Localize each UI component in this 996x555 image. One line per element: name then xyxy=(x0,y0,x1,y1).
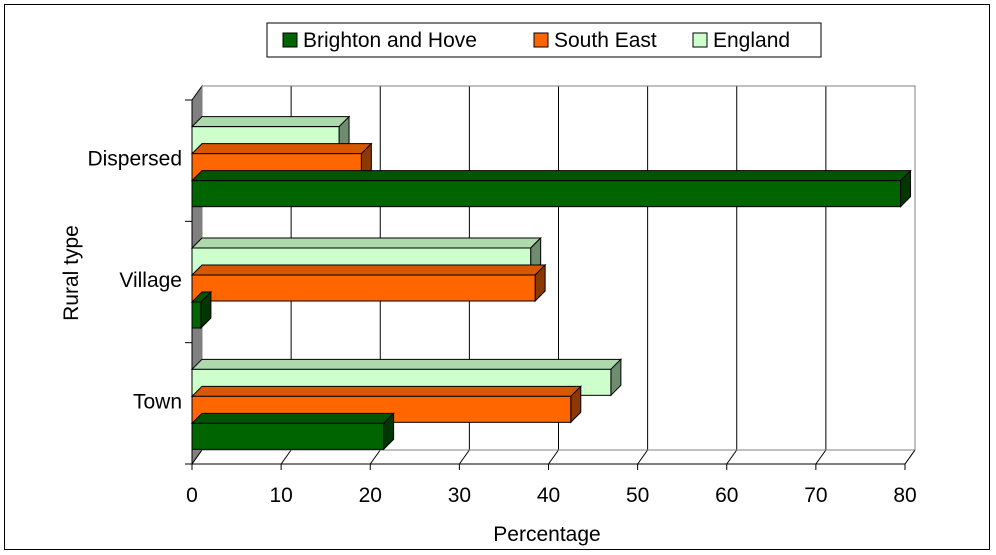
x-axis-title: Percentage xyxy=(493,523,600,546)
bar-brighton-and-hove xyxy=(191,301,202,329)
x-tick-label: 70 xyxy=(804,484,827,507)
legend-label-brighton: Brighton and Hove xyxy=(303,29,477,52)
floor-gridline xyxy=(548,449,559,465)
bar-brighton-and-hove xyxy=(191,422,385,450)
bar-south-east xyxy=(191,274,536,302)
floor-gridline xyxy=(637,449,649,465)
x-tick-label: 20 xyxy=(359,484,382,507)
x-tick-label: 50 xyxy=(626,484,649,507)
y-axis-title: Rural type xyxy=(60,225,83,321)
bars xyxy=(190,115,912,451)
bar-top-brighton-and-hove xyxy=(190,412,395,424)
x-tick-label: 10 xyxy=(269,484,292,507)
bar-brighton-and-hove xyxy=(191,180,902,208)
floor-gridline xyxy=(458,449,470,465)
bar-top-england xyxy=(190,237,542,249)
legend-swatch-england xyxy=(692,32,708,48)
bar-top-england xyxy=(190,358,623,370)
floor-gridline xyxy=(815,449,827,465)
floor-gridline xyxy=(726,449,738,465)
x-tick-label: 0 xyxy=(186,484,198,507)
bar-top-england xyxy=(190,116,351,128)
category-label: Dispersed xyxy=(87,148,182,171)
legend-swatch-brighton xyxy=(282,32,298,48)
category-label: Town xyxy=(133,390,182,413)
bar-top-brighton-and-hove xyxy=(190,170,912,182)
floor-gridline xyxy=(191,449,203,465)
bar-top-south-east xyxy=(190,143,373,155)
x-tick-label: 80 xyxy=(893,484,916,507)
floor-gridline xyxy=(280,449,292,465)
bar-top-south-east xyxy=(190,385,582,397)
legend-swatch-south-east xyxy=(533,32,549,48)
legend: Brighton and Hove South East England xyxy=(266,22,822,58)
legend-label-south-east: South East xyxy=(554,29,657,52)
category-label: Village xyxy=(119,269,182,292)
bar-top-south-east xyxy=(190,264,547,276)
legend-label-england: England xyxy=(713,29,790,52)
axes: Dispersed Village Town 0 10 20 30 40 50 60 70 80 xyxy=(87,99,917,507)
x-tick-label: 60 xyxy=(715,484,738,507)
floor-gridline xyxy=(369,449,381,465)
floor-gridline xyxy=(904,449,916,465)
x-tick-label: 40 xyxy=(537,484,560,507)
x-tick-label: 30 xyxy=(448,484,471,507)
